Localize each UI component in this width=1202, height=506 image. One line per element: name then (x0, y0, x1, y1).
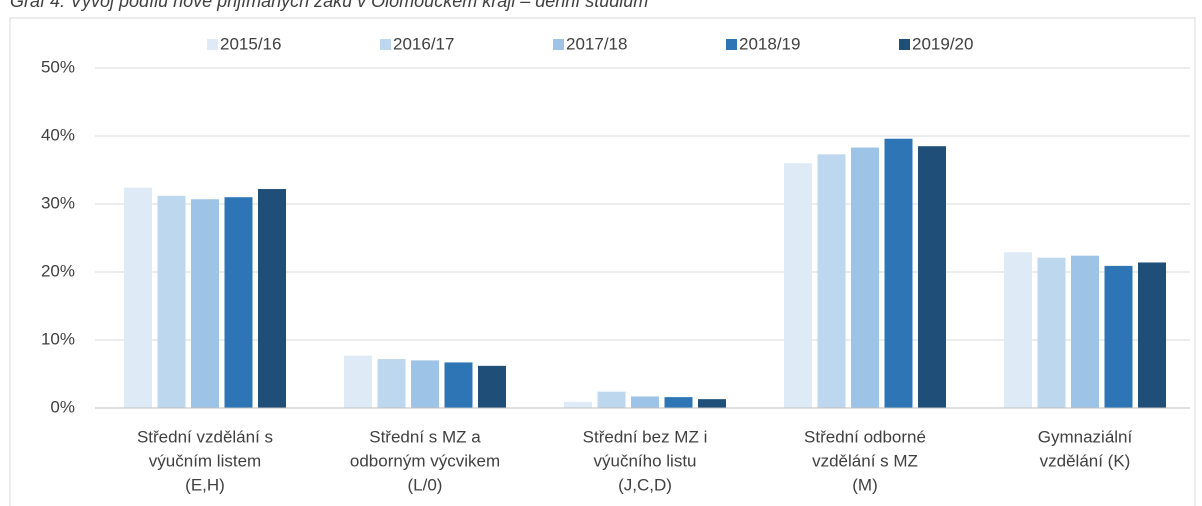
legend-label: 2016/17 (393, 34, 454, 53)
y-tick-label: 50% (41, 57, 75, 76)
legend-swatch (726, 39, 737, 50)
y-tick-label: 20% (41, 261, 75, 280)
bar (1104, 265, 1133, 408)
bar (258, 189, 286, 408)
bar (224, 197, 253, 408)
bar (1004, 252, 1032, 408)
bar (851, 147, 879, 408)
bar (1037, 257, 1066, 408)
bar (157, 195, 186, 408)
y-tick-label: 30% (41, 193, 75, 212)
bar (478, 365, 506, 408)
x-tick-label: (E,H) (185, 475, 225, 494)
x-tick-label: Gymnaziální (1038, 427, 1133, 446)
x-tick-label: výučním listem (149, 451, 261, 470)
bar (817, 154, 846, 408)
y-tick-label: 10% (41, 329, 75, 348)
bar (784, 163, 812, 408)
y-tick-label: 40% (41, 125, 75, 144)
chart-frame (9, 17, 1196, 506)
x-tick-label: (J,C,D) (618, 475, 672, 494)
bar (1071, 255, 1099, 408)
x-tick-label: Střední vzdělání s (137, 427, 273, 446)
bar (631, 396, 659, 408)
legend-swatch (207, 39, 218, 50)
y-tick-label: 0% (50, 397, 75, 416)
legend-swatch (899, 39, 910, 50)
x-tick-label: Střední s MZ a (369, 427, 481, 446)
x-tick-label: vzdělání (K) (1040, 451, 1131, 470)
bar (1138, 262, 1166, 408)
bar (564, 401, 592, 408)
legend-swatch (380, 39, 391, 50)
bar (664, 397, 693, 408)
legend-label: 2019/20 (912, 34, 973, 53)
bar (344, 355, 372, 408)
legend-label: 2018/19 (739, 34, 800, 53)
x-tick-label: Střední bez MZ i (583, 427, 708, 446)
x-tick-label: odborným výcvikem (350, 451, 500, 470)
x-tick-label: vzdělání s MZ (812, 451, 918, 470)
bar (884, 138, 913, 408)
bar (444, 362, 473, 408)
bar (698, 399, 726, 408)
chart-title: Graf 4: Vývoj podílu nově přijímaných žá… (10, 0, 648, 11)
legend-label: 2015/16 (220, 34, 281, 53)
x-tick-label: výučního listu (594, 451, 697, 470)
bar (918, 146, 946, 408)
bar (124, 187, 152, 408)
x-tick-label: Střední odborné (804, 427, 926, 446)
legend-label: 2017/18 (566, 34, 627, 53)
legend-swatch (553, 39, 564, 50)
bar (411, 360, 439, 408)
bar (191, 199, 219, 408)
x-tick-label: (L/0) (408, 475, 443, 494)
bar (377, 359, 406, 408)
x-tick-label: (M) (852, 475, 877, 494)
bar (597, 391, 626, 408)
